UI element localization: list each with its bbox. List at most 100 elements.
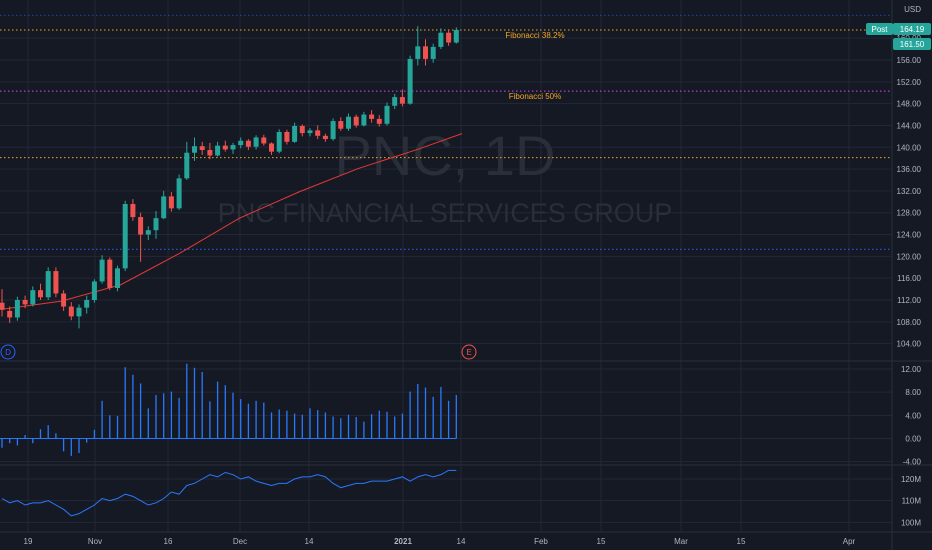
dividend-marker-label: D [5,348,11,357]
candle-body [76,307,82,317]
histogram-tick-label: 8.00 [905,388,921,397]
candle-body [399,97,405,104]
candle-body [176,178,182,209]
time-tick-label: 15 [737,537,746,546]
candlestick-series [0,26,459,329]
candle-body [330,121,336,140]
watermark-name: PNC FINANCIAL SERVICES GROUP [218,198,673,228]
candle-body [45,271,51,298]
candle-body [22,300,28,305]
price-tick-label: 112.00 [897,296,921,305]
candle-body [0,302,5,310]
candle-body [361,114,367,126]
post-price-badge [893,23,931,35]
price-tick-label: 148.00 [897,100,922,109]
candle-body [415,46,421,59]
time-tick-label: Mar [674,537,688,546]
price-tick-label: 132.00 [897,187,922,196]
candle-body [269,143,274,152]
candle-body [423,46,428,59]
candle-body [207,150,213,156]
price-tick-label: 116.00 [897,274,921,283]
time-tick-label: 19 [24,537,33,546]
obv-line [1,469,457,517]
histogram-tick-label: 4.00 [905,411,921,420]
candle-body [322,135,328,140]
candle-body [384,105,390,124]
candle-body [307,130,313,134]
obv-axis[interactable]: 120M 110M 100M [901,475,921,527]
price-tick-label: 120.00 [897,252,922,261]
fib-38-label[interactable]: Fibonacci 38.2% [505,31,564,40]
candle-body [7,310,13,318]
sma-line [1,133,463,310]
price-tick-label: 152.00 [897,78,922,87]
grid [0,0,892,532]
candle-body [138,217,144,235]
obv-tick-label: 110M [902,497,922,506]
horizontal-levels [0,14,892,250]
histogram-axis[interactable]: 12.00 8.00 4.00 0.00 -4.00 [901,365,922,467]
candle-body [38,290,43,298]
earnings-marker[interactable] [461,344,477,360]
last-price-badge [893,38,931,50]
histogram-series [0,363,457,456]
obv-series [1,469,457,517]
fib-50-label[interactable]: Fibonacci 50% [509,92,561,101]
candle-body [99,259,105,282]
price-tick-label: 140.00 [897,143,922,152]
candle-body [346,116,351,129]
time-tick-label: Feb [534,537,548,546]
candle-body [30,290,36,305]
candle-body [61,293,67,307]
candle-body [392,97,398,106]
candle-body [453,30,459,43]
candle-body [245,140,251,147]
price-axis[interactable]: 160.00156.00152.00148.00144.00140.00136.… [897,34,922,348]
post-price-value: 164.19 [900,25,925,34]
candle-body [315,130,321,136]
currency-label: USD [904,5,921,14]
time-tick-label: Apr [843,537,856,546]
candle-body [276,132,282,152]
histogram-tick-label: 0.00 [905,435,921,444]
candle-body [338,121,344,129]
candle-body [215,145,221,156]
candle-body [438,32,444,47]
price-tick-label: 128.00 [897,209,922,218]
candle-body [192,146,197,153]
time-tick-label: 16 [164,537,173,546]
candle-body [115,268,120,288]
watermark-symbol: PNC, 1D [335,124,556,187]
candle-body [261,137,267,144]
candle-body [199,146,205,150]
candle-body [430,46,436,59]
candle-body [353,116,359,126]
time-tick-label: Dec [233,537,247,546]
dividend-marker[interactable] [0,344,16,360]
earnings-marker-label: E [466,348,471,357]
price-tick-label: 108.00 [897,318,922,327]
candle-body [161,196,167,219]
candle-body [238,140,244,146]
candle-body [376,118,382,124]
candle-body [253,137,259,147]
time-tick-label: 15 [597,537,606,546]
candle-body [230,145,236,150]
price-tick-label: 156.00 [897,56,922,65]
candle-body [145,230,151,235]
candle-body [84,300,90,308]
candle-body [407,58,413,104]
time-tick-label: Nov [88,537,102,546]
moving-average [1,133,463,310]
histogram-tick-label: -4.00 [903,458,922,467]
obv-tick-label: 100M [901,518,921,527]
candle-body [14,300,20,318]
time-axis[interactable]: 19 Nov 16 Dec 14 2021 14 Feb 15 Mar 15 Apr [24,537,856,546]
candle-body [222,145,228,150]
price-tick-label: 136.00 [897,165,922,174]
candle-body [91,281,97,300]
candle-body [122,204,128,269]
obv-tick-label: 120M [901,475,921,484]
